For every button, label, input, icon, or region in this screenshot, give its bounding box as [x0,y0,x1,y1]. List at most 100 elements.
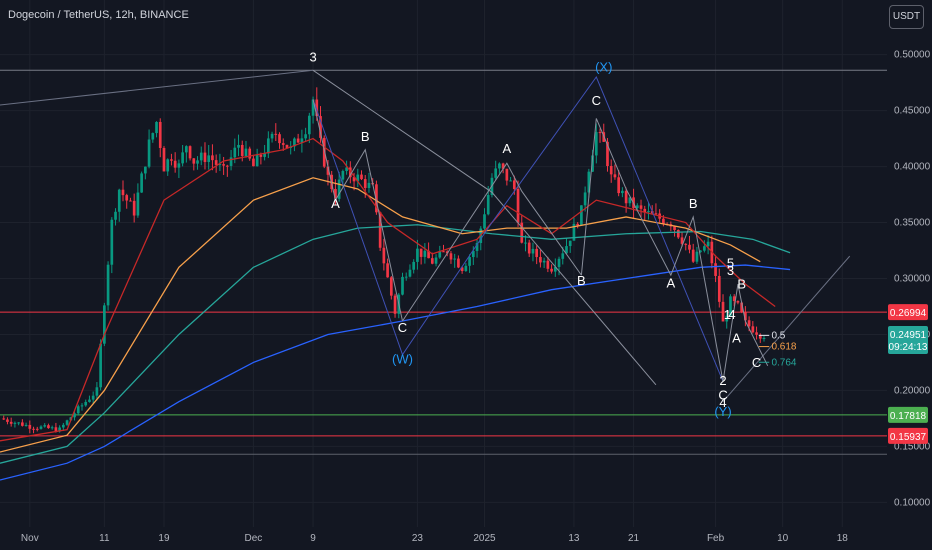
candle-body [449,253,453,260]
candle-body [188,146,192,159]
wave-label: 2 [719,373,726,388]
candle-body [572,223,576,241]
candle-body [576,223,580,226]
candle-body [501,163,505,169]
candle-body [416,248,419,262]
fib-label: 0.618 [771,342,796,353]
candle-body [192,158,196,164]
candle-body [225,165,229,167]
candle-body [214,160,218,165]
wave-label: A [331,196,340,211]
wave-label: C [752,355,761,370]
candle-body [311,99,315,116]
candle-body [95,387,99,396]
candle-body [110,219,114,265]
candle-body [62,424,65,428]
candle-body [613,174,617,178]
badge-label: 0.26994 [890,308,927,319]
moving-average-line [0,177,761,453]
candle-body [140,173,143,193]
y-tick-label: 0.40000 [894,162,931,173]
candle-body [233,147,237,158]
candle-body [352,177,356,182]
candle-body [445,251,449,254]
candle-body [430,258,434,264]
candle-body [218,164,222,166]
candle-body [755,332,758,335]
wave-label: 3 [309,49,316,64]
moving-average-line [0,224,791,464]
candle-body [703,246,706,251]
candle-body [132,200,136,216]
wave-line [722,283,769,382]
wave-label: (W) [392,352,413,367]
wave-line [402,162,582,322]
candle-body [229,157,233,166]
x-tick-label: 18 [837,533,849,544]
candle-body [736,301,740,303]
candle-body [106,264,110,306]
candle-body [293,138,296,147]
candle-body [337,179,341,199]
x-tick-label: 19 [158,533,170,544]
candle-body [639,205,643,209]
badge-label: 0.15937 [890,432,927,443]
candle-body [266,138,270,154]
candle-body [367,182,371,188]
candle-body [166,159,170,172]
candle-body [121,189,125,196]
candle-body [583,192,587,206]
candle-body [471,250,475,258]
candle-body [568,240,572,247]
grid [0,0,887,527]
x-tick-label: Dec [245,533,263,544]
candle-body [378,212,382,248]
candle-body [17,422,20,424]
candle-body [9,421,13,424]
candle-body [88,399,91,402]
candle-body [635,205,639,209]
candle-body [520,222,524,243]
candle-body [181,152,184,164]
candle-body [136,192,140,216]
candle-body [255,154,259,167]
candle-body [486,195,490,215]
candle-body [527,242,531,254]
candle-body [144,166,147,174]
y-tick-label: 0.45000 [894,106,931,117]
wave-label: (X) [595,59,612,74]
candles [2,87,766,434]
wave-line [722,255,851,402]
x-tick-label: 13 [568,533,580,544]
candle-body [617,177,621,194]
candle-body [80,405,84,407]
wave-label: C [398,320,407,335]
wave-label: 3 [727,263,734,278]
candle-body [13,422,17,424]
candle-body [442,251,445,253]
candle-body [553,266,557,272]
wave-label: (Y) [714,404,731,419]
candle-body [162,147,166,172]
x-tick-label: 11 [99,533,110,544]
candle-body [58,427,61,432]
candle-body [729,296,732,316]
chart-title: Dogecoin / TetherUS, 12h, BINANCE [8,9,189,21]
candle-body [196,160,199,164]
x-axis: Nov 11 19 Dec 9 23 2025 13 21 Feb 10 18 [21,533,848,544]
candle-body [624,190,628,204]
wave-label: 5 [727,255,734,270]
currency-button[interactable]: USDT [889,5,924,29]
candle-body [307,115,311,135]
candle-body [408,269,412,277]
wave-label: B [737,277,746,292]
candle-body [2,418,6,420]
candle-body [695,251,699,262]
candle-body [524,242,527,244]
candle-body [483,214,486,229]
candle-body [300,138,304,143]
candle-body [460,267,464,272]
badge-bg [888,326,928,355]
candle-body [47,425,50,429]
